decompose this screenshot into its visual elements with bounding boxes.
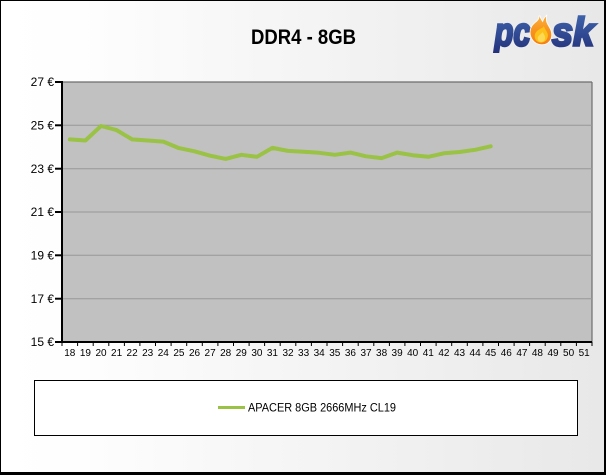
svg-text:APACER 8GB 2666MHz CL19: APACER 8GB 2666MHz CL19: [248, 403, 396, 415]
svg-text:29: 29: [236, 348, 248, 359]
svg-text:27 €: 27 €: [31, 75, 55, 89]
svg-text:DDR4 - 8GB: DDR4 - 8GB: [251, 25, 356, 49]
svg-text:18: 18: [64, 348, 76, 359]
svg-text:31: 31: [267, 348, 279, 359]
svg-text:38: 38: [376, 348, 388, 359]
svg-text:25 €: 25 €: [31, 119, 55, 133]
svg-text:50: 50: [563, 348, 575, 359]
svg-text:19: 19: [80, 348, 92, 359]
svg-text:22: 22: [127, 348, 139, 359]
svg-text:36: 36: [345, 348, 357, 359]
svg-text:30: 30: [251, 348, 263, 359]
svg-text:47: 47: [516, 348, 528, 359]
svg-text:23: 23: [142, 348, 154, 359]
svg-text:48: 48: [532, 348, 544, 359]
svg-text:40: 40: [407, 348, 419, 359]
svg-text:17 €: 17 €: [31, 292, 55, 306]
svg-text:37: 37: [360, 348, 372, 359]
svg-text:35: 35: [329, 348, 341, 359]
svg-text:32: 32: [282, 348, 294, 359]
svg-text:51: 51: [579, 348, 591, 359]
svg-text:sk: sk: [552, 11, 596, 55]
svg-text:21 €: 21 €: [31, 205, 55, 219]
svg-text:23 €: 23 €: [31, 162, 55, 176]
svg-text:15 €: 15 €: [31, 335, 55, 349]
svg-text:26: 26: [189, 348, 201, 359]
svg-text:34: 34: [314, 348, 326, 359]
svg-text:20: 20: [95, 348, 107, 359]
svg-text:24: 24: [158, 348, 170, 359]
svg-text:43: 43: [454, 348, 466, 359]
svg-text:49: 49: [547, 348, 559, 359]
svg-text:33: 33: [298, 348, 310, 359]
svg-text:19 €: 19 €: [31, 249, 55, 263]
svg-text:39: 39: [392, 348, 404, 359]
svg-text:21: 21: [111, 348, 123, 359]
svg-text:27: 27: [205, 348, 217, 359]
svg-text:45: 45: [485, 348, 497, 359]
svg-text:25: 25: [173, 348, 185, 359]
svg-text:44: 44: [470, 348, 482, 359]
svg-text:42: 42: [438, 348, 450, 359]
svg-text:41: 41: [423, 348, 435, 359]
svg-text:46: 46: [501, 348, 513, 359]
svg-text:28: 28: [220, 348, 232, 359]
svg-text:pc: pc: [494, 11, 531, 55]
